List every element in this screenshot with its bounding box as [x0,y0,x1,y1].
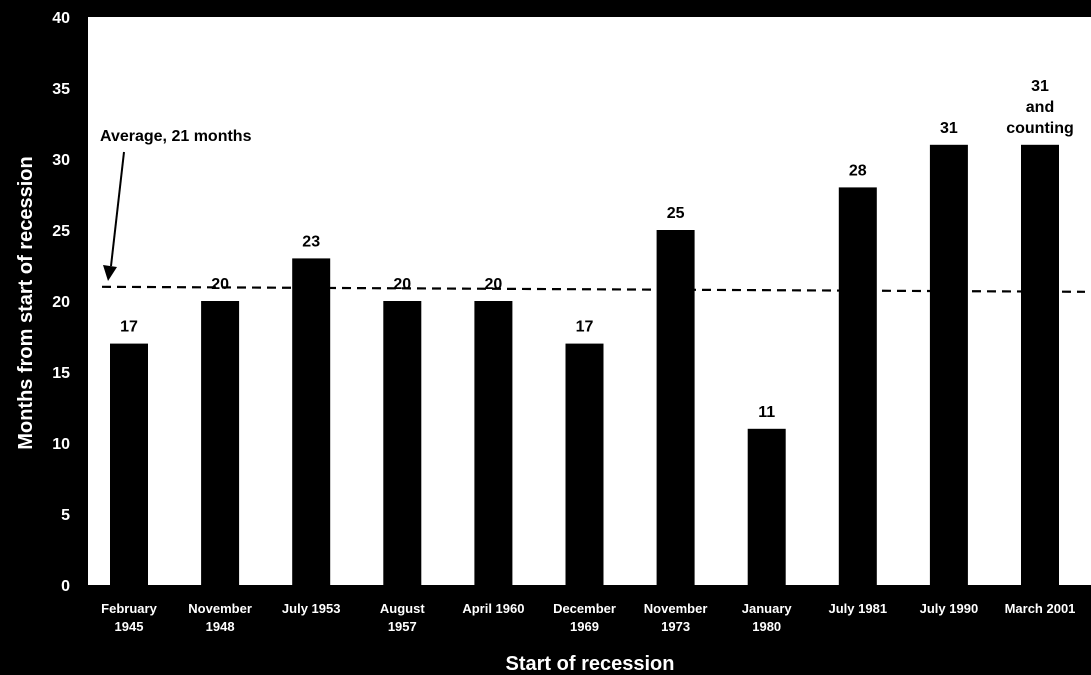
category-label: 1969 [570,619,599,634]
data-label: 25 [667,205,685,222]
bar [747,428,786,585]
category-label: August [380,601,425,616]
y-tick-label: 20 [52,294,70,311]
data-label: 23 [302,233,320,250]
category-label: November [188,601,252,616]
bar [838,187,877,585]
y-tick-label: 35 [52,81,70,98]
category-label: 1980 [752,619,781,634]
data-label: counting [1006,120,1074,137]
data-label: and [1026,99,1054,116]
category-label: November [644,601,708,616]
category-label: April 1960 [462,601,524,616]
bar [474,301,513,585]
x-axis-title: Start of recession [506,653,675,675]
y-tick-label: 10 [52,436,70,453]
bar [383,301,422,585]
data-label: 17 [576,319,594,336]
bar [1021,144,1059,586]
category-label: 1973 [661,619,690,634]
bar [292,258,331,585]
bar [201,301,240,585]
bar [110,343,148,585]
y-tick-label: 5 [61,507,70,524]
data-label: 31 [940,120,958,137]
data-label: 20 [485,276,503,293]
category-label: 1945 [115,619,144,634]
category-label: March 2001 [1005,601,1076,616]
category-label: December [553,601,616,616]
category-label: 1948 [206,619,235,634]
category-label: July 1981 [829,601,888,616]
category-label: February [101,601,157,616]
data-label: 17 [120,319,138,336]
data-label: 28 [849,162,867,179]
y-axis-title: Months from start of recession [15,156,37,449]
bar [929,144,968,586]
annotation-arrowhead [103,265,117,281]
y-tick-label: 0 [61,578,70,595]
annotation-arrow [110,151,125,267]
y-tick-label: 15 [52,365,70,382]
y-tick-label: 30 [52,152,70,169]
data-label: 31 [1031,78,1049,95]
category-label: July 1953 [282,601,341,616]
bar [565,343,604,585]
average-annotation: Average, 21 months [100,128,252,145]
category-label: 1957 [388,619,417,634]
y-tick-label: 25 [52,223,70,240]
bar [656,230,695,585]
y-tick-label: 40 [52,10,70,27]
category-label: January [742,601,793,616]
category-label: July 1990 [920,601,979,616]
data-label: 11 [758,404,775,421]
data-label: 20 [211,276,229,293]
data-label: 20 [393,276,411,293]
